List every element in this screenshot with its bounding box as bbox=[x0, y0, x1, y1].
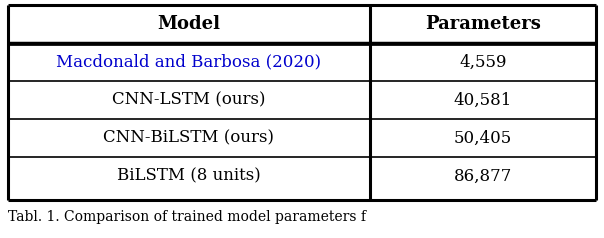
Text: 40,581: 40,581 bbox=[454, 91, 512, 109]
Text: CNN-BiLSTM (ours): CNN-BiLSTM (ours) bbox=[103, 129, 274, 147]
Text: BiLSTM (8 units): BiLSTM (8 units) bbox=[117, 168, 261, 184]
Text: 4,559: 4,559 bbox=[459, 54, 507, 70]
Text: 50,405: 50,405 bbox=[454, 129, 512, 147]
Text: Tabl. 1. Comparison of trained model parameters f: Tabl. 1. Comparison of trained model par… bbox=[8, 210, 366, 224]
Text: Macdonald and Barbosa (2020): Macdonald and Barbosa (2020) bbox=[56, 54, 321, 70]
Text: 86,877: 86,877 bbox=[454, 168, 512, 184]
Text: Model: Model bbox=[157, 15, 220, 33]
Text: Parameters: Parameters bbox=[425, 15, 541, 33]
Text: CNN-LSTM (ours): CNN-LSTM (ours) bbox=[112, 91, 266, 109]
